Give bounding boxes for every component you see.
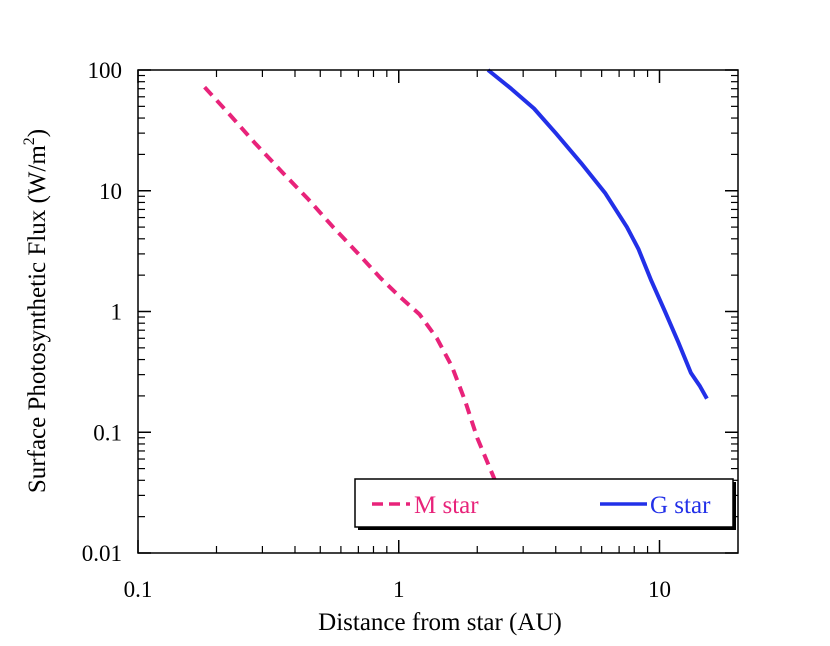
series-line-m-star [203,85,500,489]
y-axis-title-superscript: 2 [21,137,38,145]
y-tick-label: 0.01 [82,541,122,566]
series-line-g-star [486,68,709,400]
x-tick-label: 0.1 [124,577,153,602]
legend-label-m-star: M star [414,492,479,519]
plot-frame [137,69,739,554]
y-axis-title: Surface Photosynthetic Flux (W/m2) [21,129,51,493]
legend: M star G star [354,478,736,530]
x-tick-label: 1 [393,577,405,602]
y-tick-label: 0.1 [93,420,122,445]
series-layer [203,68,709,489]
x-axis-title: Distance from star (AU) [318,609,562,636]
y-tick-label: 100 [88,58,123,83]
y-axis-title-main: Surface Photosynthetic Flux (W/m [24,145,51,493]
y-axis-title-close: ) [24,129,51,137]
legend-box [354,478,734,528]
legend-label-g-star: G star [650,492,711,519]
y-tick-label: 10 [99,179,122,204]
x-tick-labels: 0.1 1 10 [124,577,671,602]
y-tick-labels: 0.01 0.1 1 10 100 [82,58,122,566]
x-tick-label: 10 [648,577,671,602]
y-tick-label: 1 [111,300,123,325]
